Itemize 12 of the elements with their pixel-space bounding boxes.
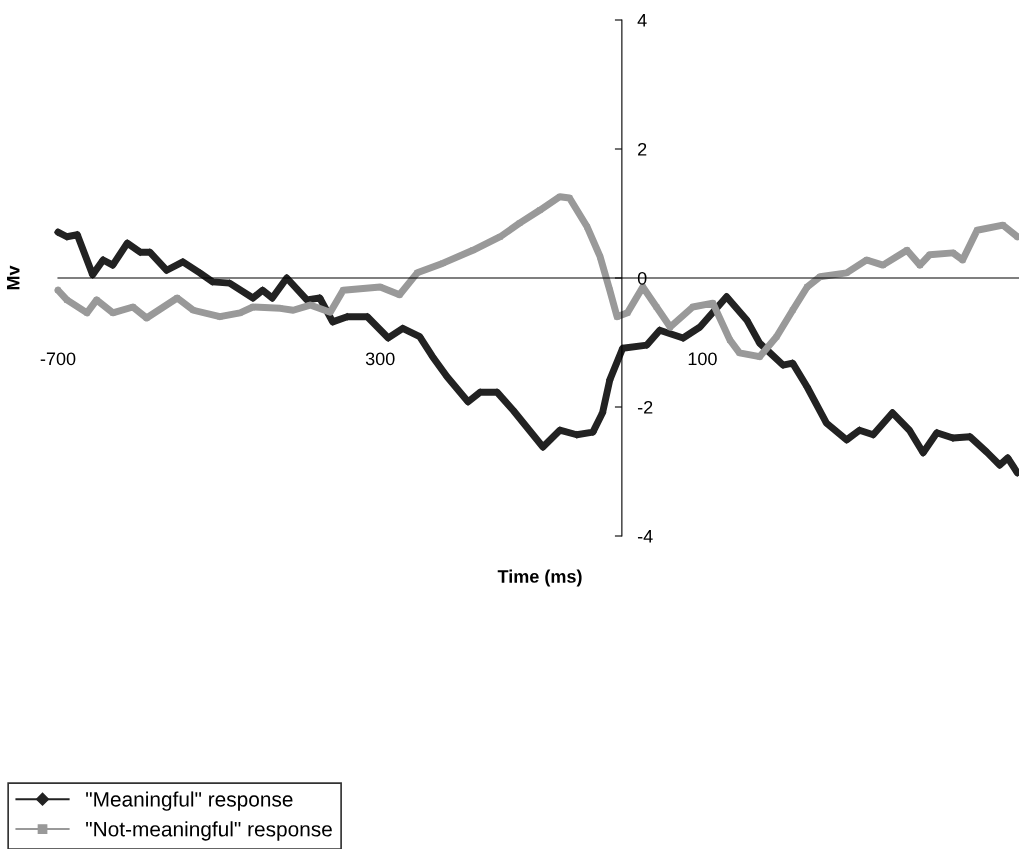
y-tick-label: -4	[637, 530, 653, 543]
y-tick-label: 0	[637, 271, 647, 285]
y-tick-label: -2	[637, 400, 653, 414]
x-tick-label: -700	[40, 352, 76, 366]
y-tick-label: 4	[637, 14, 647, 27]
y-axis-title: Mv	[7, 265, 20, 290]
legend-label: "Meaningful" response	[86, 791, 293, 811]
x-tick-label: 100	[688, 352, 717, 366]
x-axis-title: Time (ms)	[497, 569, 582, 587]
legend-label: "Not-meaningful" response	[86, 821, 332, 841]
x-tick-label: 300	[365, 352, 395, 366]
y-tick-label: 2	[638, 142, 647, 156]
